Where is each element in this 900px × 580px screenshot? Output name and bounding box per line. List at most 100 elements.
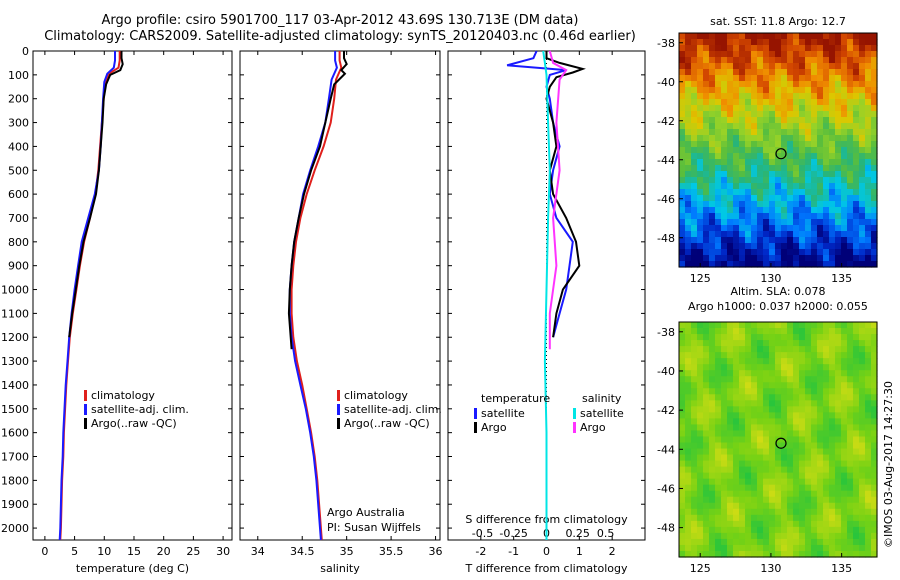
heatmap-cell [709,243,716,250]
heatmap-cell [853,412,860,420]
heatmap-cell [841,394,848,401]
heatmap-cell [769,63,776,70]
heatmap-cell [823,75,830,82]
heatmap-cell [727,183,734,190]
heatmap-cell [679,57,686,64]
heatmap-cell [751,328,758,335]
heatmap-cell [715,207,722,214]
heatmap-cell [733,141,740,148]
heatmap-cell [697,382,704,389]
heatmap-cell [703,424,710,432]
heatmap-cell [781,430,788,438]
heatmap-cell [769,478,776,486]
heatmap-cell [757,69,764,76]
heatmap-cell [757,364,764,371]
heatmap-cell [733,111,740,118]
heatmap-cell [781,364,788,371]
heatmap-cell [715,33,722,40]
heatmap-cell [751,189,758,196]
heatmap-cell [787,231,794,238]
heatmap-cell [805,129,812,136]
heatmap-cell [697,508,704,516]
heatmap-cell [817,141,824,148]
heatmap-cell [685,195,692,202]
heatmap-cell [835,550,842,558]
heatmap-cell [769,550,776,558]
heatmap-cell [751,430,758,438]
heatmap-cell [805,87,812,94]
heatmap-cell [739,63,746,70]
heatmap-cell [841,430,848,438]
heatmap-cell [859,39,866,46]
heatmap-cell [841,219,848,226]
legend-swatch [337,404,340,415]
lon-tick-label: 130 [760,562,781,575]
heatmap-cell [865,418,872,426]
heatmap-cell [811,87,818,94]
heatmap-cell [745,69,752,76]
heatmap-cell [853,520,860,528]
heatmap-cell [871,412,878,420]
heatmap-cell [757,412,764,420]
heatmap-cell [757,466,764,474]
heatmap-cell [679,442,686,450]
heatmap-cell [799,45,806,52]
heatmap-cell [793,526,800,534]
heatmap-cell [859,63,866,70]
heatmap-cell [841,255,848,262]
heatmap-cell [739,33,746,40]
argo-position-marker [775,437,787,449]
heatmap-cell [679,93,686,100]
heatmap-cell [679,69,686,76]
heatmap-cell [811,388,818,395]
heatmap-cell [739,472,746,480]
heatmap-cell [685,225,692,232]
heatmap-cell [835,237,842,244]
heatmap-cell [763,237,770,244]
heatmap-cell [697,430,704,438]
heatmap-cell [691,424,698,432]
heatmap-cell [817,183,824,190]
heatmap-cell [739,490,746,498]
heatmap-cell [727,376,734,383]
heatmap-cell [811,538,818,546]
heatmap-cell [829,177,836,184]
heatmap-cell [739,460,746,468]
heatmap-cell [721,75,728,82]
heatmap-cell [871,496,878,504]
heatmap-cell [793,418,800,426]
heatmap-cell [853,436,860,444]
heatmap-cell [799,165,806,172]
figure-title-line2: Climatology: CARS2009. Satellite-adjuste… [44,29,636,44]
heatmap-cell [709,183,716,190]
heatmap-cell [739,352,746,359]
heatmap-cell [871,171,878,178]
heatmap-cell [811,448,818,456]
heatmap-cell [865,514,872,522]
heatmap-cell [781,484,788,492]
heatmap-cell [817,213,824,220]
heatmap-cell [817,478,824,486]
heatmap-cell [679,129,686,136]
heatmap-cell [835,51,842,58]
heatmap-cell [787,364,794,371]
heatmap-cell [823,219,830,226]
heatmap-cell [691,81,698,88]
heatmap-cell [841,57,848,64]
heatmap-cell [811,57,818,64]
heatmap-cell [721,195,728,202]
heatmap-cell [835,147,842,154]
heatmap-cell [829,57,836,64]
heatmap-cell [781,105,788,112]
heatmap-cell [769,249,776,256]
heatmap-cell [703,117,710,124]
heatmap-cell [679,207,686,214]
heatmap-cell [847,376,854,383]
heatmap-cell [859,45,866,52]
heatmap-cell [835,75,842,82]
series-line-1 [545,51,586,338]
heatmap-cell [757,370,764,377]
heatmap-cell [709,87,716,94]
heatmap-cell [853,544,860,552]
heatmap-cell [865,478,872,486]
